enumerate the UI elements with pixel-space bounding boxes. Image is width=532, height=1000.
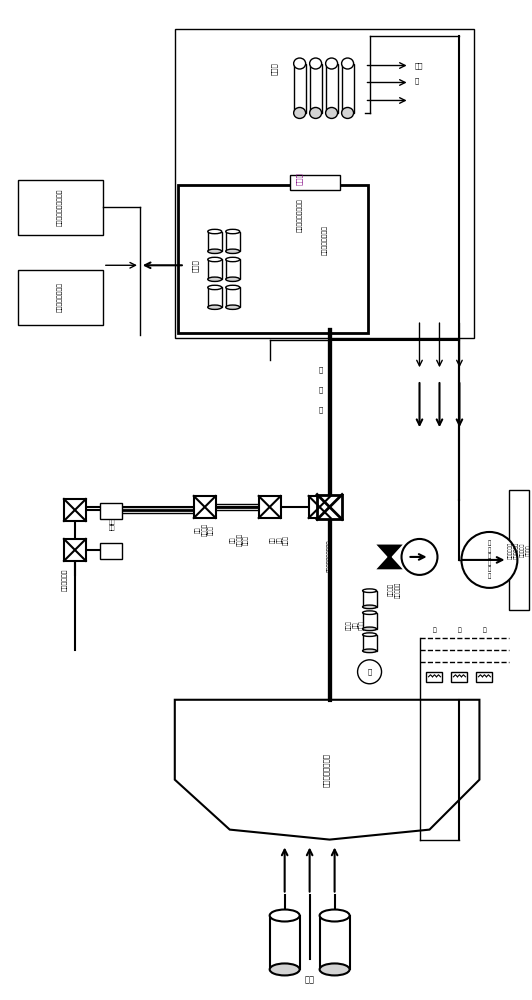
Ellipse shape xyxy=(270,910,300,922)
Bar xyxy=(342,64,354,113)
Ellipse shape xyxy=(294,58,306,69)
Text: 卡架紧用导线: 卡架紧用导线 xyxy=(62,569,68,591)
Ellipse shape xyxy=(363,627,377,631)
Ellipse shape xyxy=(342,58,354,69)
Bar xyxy=(208,287,222,307)
Text: 烟气罐: 烟气罐 xyxy=(271,62,278,75)
Ellipse shape xyxy=(226,285,240,290)
Bar xyxy=(427,672,443,682)
Text: 活性炭吸附脱水系统: 活性炭吸附脱水系统 xyxy=(297,198,302,232)
Text: 泵: 泵 xyxy=(368,668,372,675)
Ellipse shape xyxy=(226,277,240,281)
Ellipse shape xyxy=(363,633,377,636)
Ellipse shape xyxy=(363,605,377,609)
Ellipse shape xyxy=(208,257,222,262)
Bar xyxy=(294,64,306,113)
Ellipse shape xyxy=(363,649,377,653)
Bar xyxy=(208,259,222,279)
Bar xyxy=(363,591,377,607)
Text: 接管
固液回收
分离器: 接管 固液回收 分离器 xyxy=(230,533,249,546)
Bar xyxy=(226,259,240,279)
Ellipse shape xyxy=(208,229,222,234)
Text: 固液分离系统分离器量: 固液分离系统分离器量 xyxy=(327,540,332,572)
Bar xyxy=(326,64,338,113)
Text: 气: 气 xyxy=(483,627,486,633)
Text: 液: 液 xyxy=(458,627,461,633)
Bar xyxy=(208,232,222,251)
Circle shape xyxy=(461,532,518,588)
Ellipse shape xyxy=(270,963,300,975)
Bar xyxy=(289,175,339,190)
Ellipse shape xyxy=(294,107,306,118)
Bar xyxy=(178,185,368,333)
Bar xyxy=(194,496,216,518)
Bar xyxy=(100,503,122,519)
Bar xyxy=(320,916,350,969)
Bar xyxy=(510,490,529,610)
Ellipse shape xyxy=(226,229,240,234)
Ellipse shape xyxy=(226,305,240,309)
Ellipse shape xyxy=(326,107,338,118)
Text: 活性炭
脱硫
分离器: 活性炭 脱硫 分离器 xyxy=(346,620,365,630)
Bar xyxy=(18,180,103,235)
Text: 固: 固 xyxy=(433,627,436,633)
Text: 管: 管 xyxy=(318,407,322,413)
Bar xyxy=(100,543,122,559)
Ellipse shape xyxy=(226,249,240,253)
Bar xyxy=(18,270,103,325)
Text: 液态罐: 液态罐 xyxy=(193,259,199,272)
Bar xyxy=(175,29,475,338)
Bar xyxy=(226,287,240,307)
Text: 气: 气 xyxy=(318,387,322,393)
Bar xyxy=(363,613,377,629)
Text: 液态物料储存工厂: 液态物料储存工厂 xyxy=(57,282,63,312)
Text: 工厂烟气排放加工单元: 工厂烟气排放加工单元 xyxy=(57,189,63,226)
Text: 集水器: 集水器 xyxy=(296,172,303,185)
Text: 脱水联储液罐系统: 脱水联储液罐系统 xyxy=(322,225,327,255)
Ellipse shape xyxy=(310,107,322,118)
Ellipse shape xyxy=(208,277,222,281)
Bar xyxy=(310,64,322,113)
Text: 水罐: 水罐 xyxy=(305,975,314,984)
Polygon shape xyxy=(175,700,479,840)
Ellipse shape xyxy=(208,249,222,253)
Polygon shape xyxy=(379,546,400,568)
Bar xyxy=(309,496,330,518)
Bar xyxy=(64,539,86,561)
Bar xyxy=(452,672,468,682)
Ellipse shape xyxy=(326,58,338,69)
Bar xyxy=(226,232,240,251)
Text: 接管
固液回收
分离器: 接管 固液回收 分离器 xyxy=(195,523,214,536)
Text: 气: 气 xyxy=(414,77,419,84)
Ellipse shape xyxy=(226,257,240,262)
Bar xyxy=(317,495,342,519)
Text: 烟: 烟 xyxy=(318,367,322,373)
Text: 固液排放
分离器系统: 固液排放 分离器系统 xyxy=(388,582,401,598)
Bar xyxy=(477,672,493,682)
Bar xyxy=(363,635,377,651)
Text: 水蒸: 水蒸 xyxy=(414,62,423,69)
Ellipse shape xyxy=(208,285,222,290)
Ellipse shape xyxy=(363,589,377,592)
Ellipse shape xyxy=(342,107,354,118)
Circle shape xyxy=(402,539,437,575)
Bar xyxy=(64,499,86,521)
Ellipse shape xyxy=(208,305,222,309)
Text: 液态物料储存车间: 液态物料储存车间 xyxy=(323,753,330,787)
Text: 固
液
分
离
系
统: 固 液 分 离 系 统 xyxy=(488,541,491,579)
Text: 接管
固液
分离器: 接管 固液 分离器 xyxy=(270,535,289,545)
Bar xyxy=(270,916,300,969)
Ellipse shape xyxy=(363,611,377,614)
Circle shape xyxy=(358,660,381,684)
Bar xyxy=(259,496,281,518)
Ellipse shape xyxy=(320,910,350,922)
Ellipse shape xyxy=(320,963,350,975)
Text: 固态
与各: 固态 与各 xyxy=(109,519,115,531)
Text: 固液分离系统
固液处理系统
固液排放量
处理工艺: 固液分离系统 固液处理系统 固液排放量 处理工艺 xyxy=(508,541,530,559)
Ellipse shape xyxy=(310,58,322,69)
